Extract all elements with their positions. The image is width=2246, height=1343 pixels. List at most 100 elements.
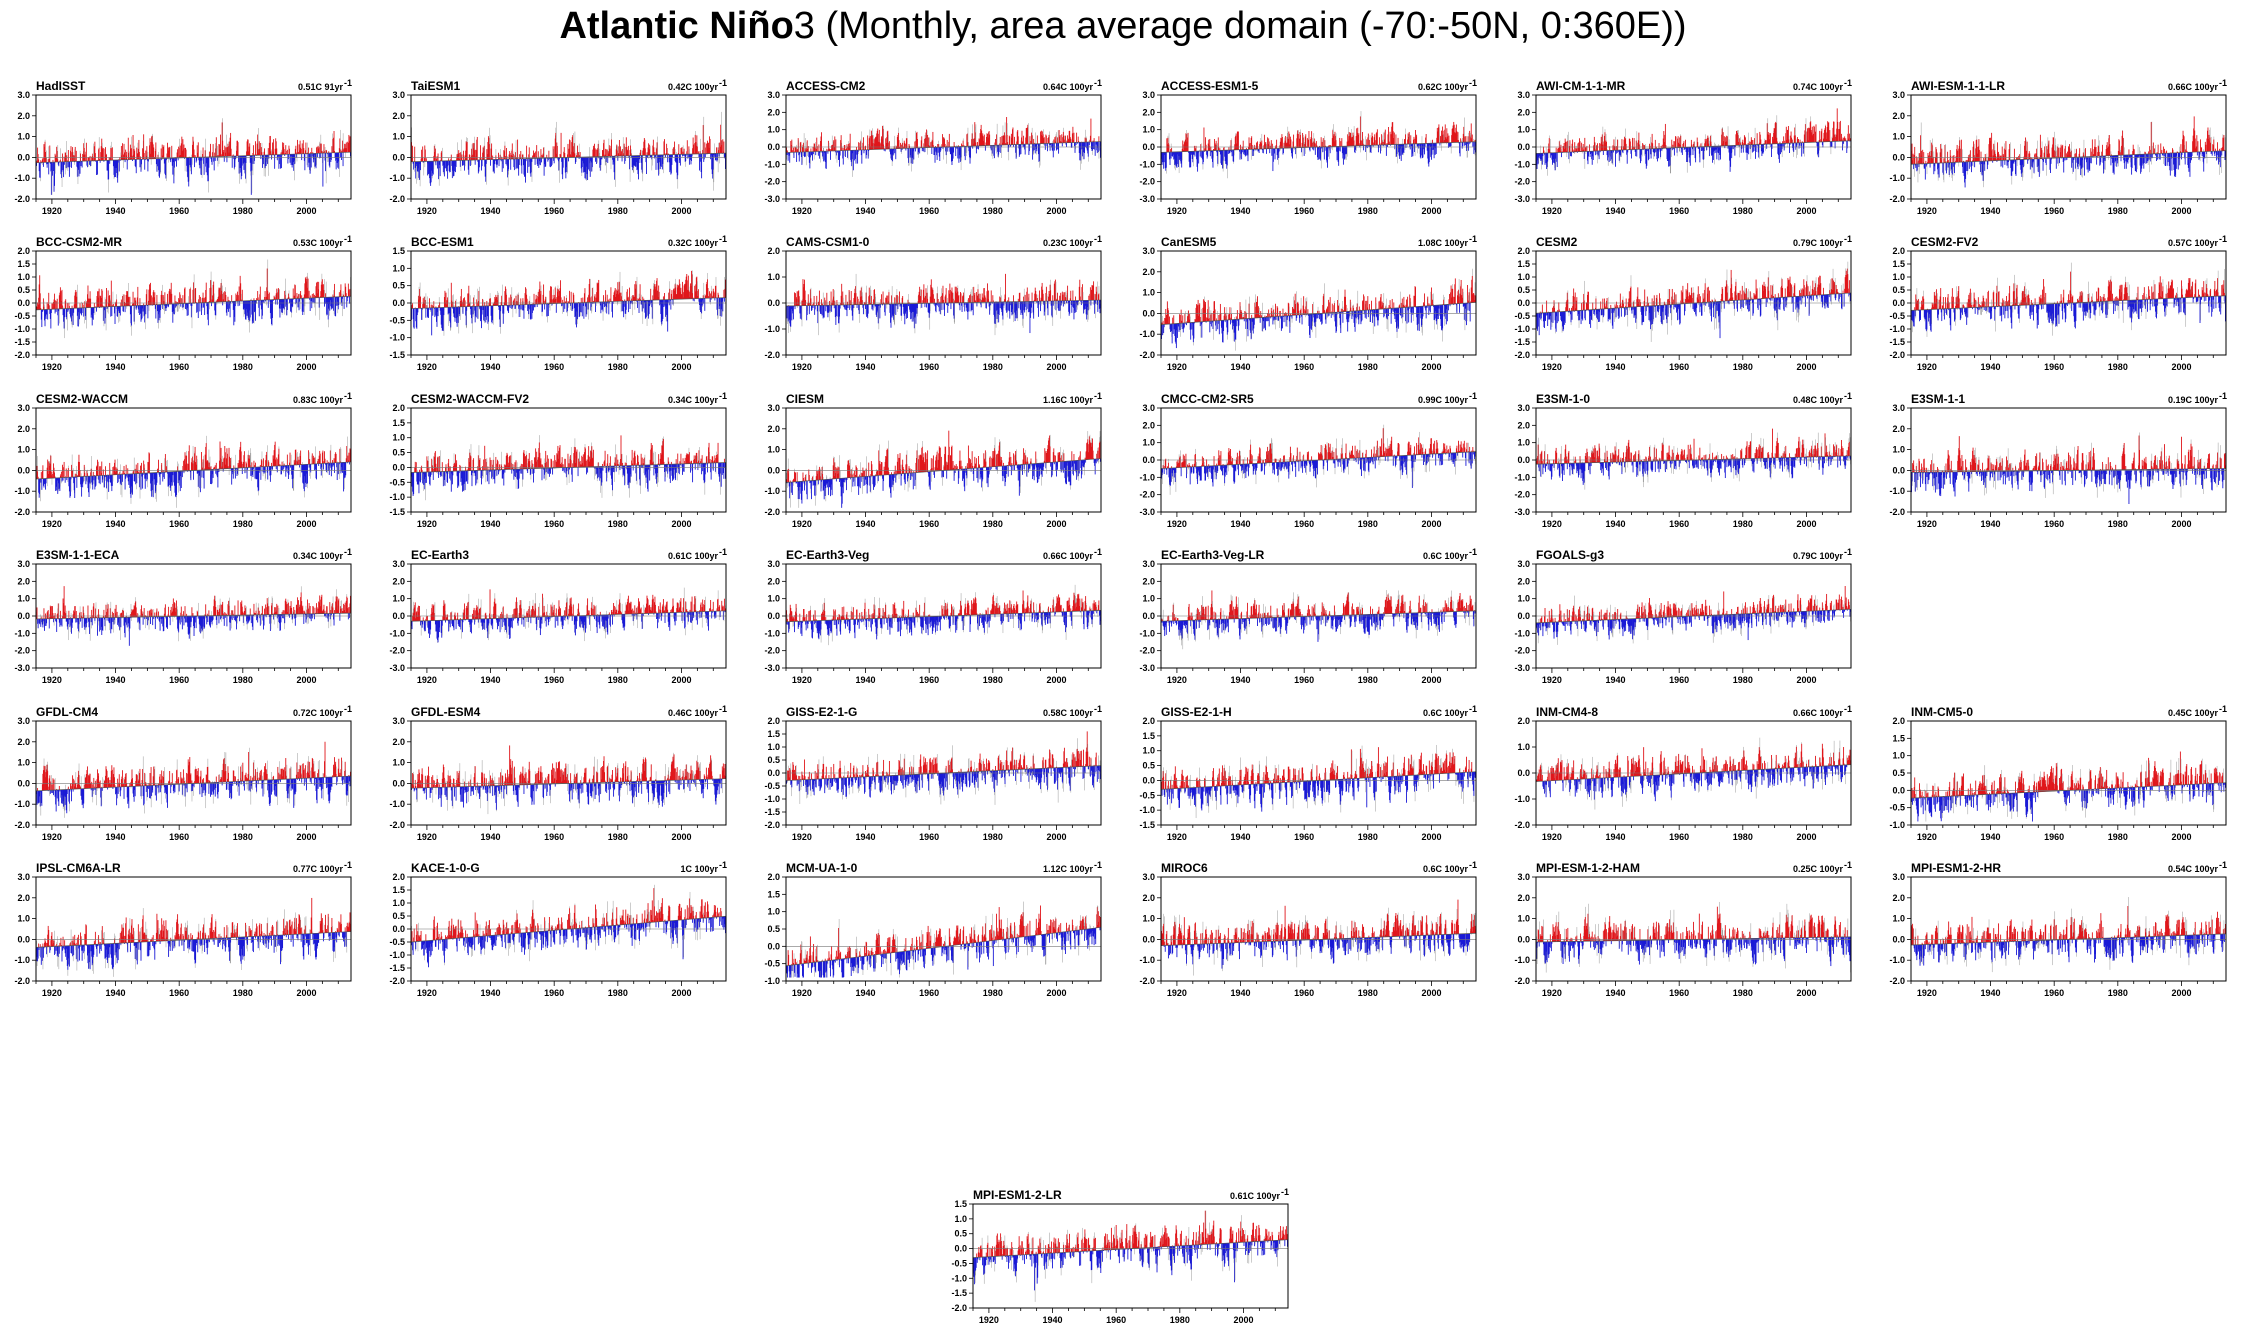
y-tick-label: -1.0	[764, 159, 780, 169]
chart-svg: ACCESS-ESM1-5 0.62C 100yr -1 -3.0 -2.0 -1.0 0.…	[1139, 78, 1477, 216]
x-tick-label: 2000	[1796, 206, 1816, 216]
y-tick-label: -1.0	[14, 173, 30, 183]
y-tick-label: 0.0	[1517, 142, 1530, 152]
chart-title: ACCESS-ESM1-5	[1161, 79, 1259, 93]
x-tick-label: 2000	[671, 206, 691, 216]
x-tick-label: 1940	[1231, 206, 1251, 216]
x-tick-label: 1920	[1167, 206, 1187, 216]
x-tick-label: 1980	[1358, 206, 1378, 216]
chart-title: AWI-CM-1-1-MR	[1536, 79, 1626, 93]
x-tick-label: 1960	[544, 206, 564, 216]
x-tick-label: 1920	[1542, 206, 1562, 216]
chart-svg: HadISST 0.51C 91yr -1 -2.0 -1.0 0.0 1.0 2.0 3.0 1…	[14, 78, 352, 216]
chart-trend-label: 0.62C 100yr	[1418, 82, 1469, 92]
y-tick-label: -2.0	[1514, 177, 1530, 187]
anomaly-bars	[1910, 116, 2226, 188]
trend-line	[1160, 141, 1477, 153]
x-tick-label: 1940	[106, 206, 126, 216]
y-tick-label: 3.0	[767, 90, 780, 100]
plot-frame	[410, 94, 727, 200]
x-tick-label: 1960	[919, 206, 939, 216]
chart-title: ACCESS-CM2	[786, 79, 866, 93]
x-tick-label: 1960	[1294, 206, 1314, 216]
x-tick-label: 1980	[1733, 206, 1753, 216]
chart-svg: AWI-CM-1-1-MR 0.74C 100yr -1 -3.0 -2.0 -1.0 0.…	[1514, 78, 1852, 216]
y-tick-label: -1.0	[1139, 159, 1155, 169]
chart-svg: TaiESM1 0.42C 100yr -1 -2.0 -1.0 0.0 1.0 2.0 3.0…	[389, 78, 727, 216]
y-tick-label: -2.0	[14, 194, 30, 204]
y-tick-label: 1.0	[767, 125, 780, 135]
y-tick-label: 1.0	[1142, 125, 1155, 135]
y-tick-label: -2.0	[389, 194, 405, 204]
chart-svg: AWI-ESM-1-1-LR 0.66C 100yr -1-2.0-1.00.01.…	[1889, 78, 2227, 216]
chart-svg: ACCESS-CM2 0.64C 100yr -1 -3.0 -2.0 -1.0 0.0 1.…	[764, 78, 1102, 216]
y-tick-label: 2.0	[17, 111, 30, 121]
y-tick-label: 2.0	[767, 107, 780, 117]
chart-trend-label: 0.66C 100yr	[2168, 82, 2219, 92]
trend-line	[1535, 140, 1852, 154]
y-tick-label: 0.0	[1142, 142, 1155, 152]
x-tick-label: 1940	[856, 206, 876, 216]
chart-title: AWI-ESM-1-1-LR	[1911, 79, 2005, 93]
x-tick-label: 1940	[481, 206, 501, 216]
x-tick-label: 1940	[1606, 206, 1626, 216]
title-bold: Atlantic Niño	[559, 5, 793, 47]
chart-trend-label: 0.74C 100yr	[1793, 82, 1844, 92]
chart-trend-label: 0.51C 91yr	[298, 82, 344, 92]
y-tick-label: -3.0	[1139, 194, 1155, 204]
x-tick-label: 1920	[792, 206, 812, 216]
y-tick-label: 0.0	[17, 152, 30, 162]
chart-panel-hadisst: HadISST 0.51C 91yr -1 -2.0 -1.0 0.0 1.0 2.0 3.0 1…	[0, 77, 360, 227]
x-tick-label: 1920	[42, 206, 62, 216]
trend-exponent: -1	[344, 78, 352, 88]
chart-title: HadISST	[36, 79, 86, 93]
x-tick-label: 2000	[296, 206, 316, 216]
y-tick-label: -1.0	[1514, 159, 1530, 169]
y-tick-label: 2.0	[1142, 107, 1155, 117]
anomaly-bars	[35, 118, 351, 195]
chart-panel-awi-esm-1-1-lr: AWI-ESM-1-1-LR 0.66C 100yr -1 -2.0 -1.0 0.0 1.…	[1875, 77, 2235, 227]
x-tick-label: 1980	[983, 206, 1003, 216]
page-title: Atlantic Niño3 (Monthly, area average do…	[0, 4, 2246, 48]
trend-exponent: -1	[719, 78, 727, 88]
y-tick-label: 3.0	[392, 90, 405, 100]
y-tick-label: 2.0	[1517, 107, 1530, 117]
chart-panel-access-cm2: ACCESS-CM2 0.64C 100yr -1 -3.0 -2.0 -1.0 0.0 1.…	[750, 77, 1110, 227]
x-tick-label: 2000	[1046, 206, 1066, 216]
trend-exponent: -1	[1469, 78, 1477, 88]
chart-panel-access-esm1-5: ACCESS-ESM1-5 0.62C 100yr -1 -3.0 -2.0 -1.0 0.…	[1125, 77, 1485, 227]
anomaly-bars	[1535, 108, 1851, 176]
x-tick-label: 2000	[1421, 206, 1441, 216]
y-tick-label: 3.0	[1517, 90, 1530, 100]
x-tick-label: 1920	[417, 206, 437, 216]
chart-panel-awi-cm-1-1-mr: AWI-CM-1-1-MR 0.74C 100yr -1 -3.0 -2.0 -1.0 0.…	[1500, 77, 1860, 227]
y-tick-label: -2.0	[764, 177, 780, 187]
y-tick-label: 1.0	[1517, 125, 1530, 135]
trend-line	[35, 151, 352, 164]
plot-frame	[35, 94, 352, 200]
y-tick-label: 0.0	[392, 152, 405, 162]
x-tick-label: 1980	[608, 206, 628, 216]
trend-exponent: -1	[1094, 78, 1102, 88]
x-tick-label: 1980	[233, 206, 253, 216]
x-tick-label: 1960	[1669, 206, 1689, 216]
chart-panel-taiesm1: TaiESM1 0.42C 100yr -1 -2.0 -1.0 0.0 1.0 2.0 3.0…	[375, 77, 735, 227]
chart-trend-label: 0.42C 100yr	[668, 82, 719, 92]
x-tick-label: 1960	[169, 206, 189, 216]
chart-title: TaiESM1	[411, 79, 460, 93]
anomaly-bars	[1160, 111, 1477, 179]
title-rest: 3 (Monthly, area average domain (-70:-50…	[794, 5, 1687, 47]
y-tick-label: 0.0	[767, 142, 780, 152]
anomaly-bars	[410, 111, 726, 191]
y-tick-label: 2.0	[392, 111, 405, 121]
y-tick-label: 3.0	[17, 90, 30, 100]
y-tick-label: -2.0	[1139, 177, 1155, 187]
trend-line	[410, 152, 727, 163]
y-tick-label: 1.0	[392, 132, 405, 142]
trend-exponent: -1	[1844, 78, 1852, 88]
y-tick-label: -3.0	[1514, 194, 1530, 204]
y-tick-label: -3.0	[764, 194, 780, 204]
y-tick-label: 1.0	[17, 132, 30, 142]
y-tick-label: 3.0	[1142, 90, 1155, 100]
chart-trend-label: 0.64C 100yr	[1043, 82, 1094, 92]
